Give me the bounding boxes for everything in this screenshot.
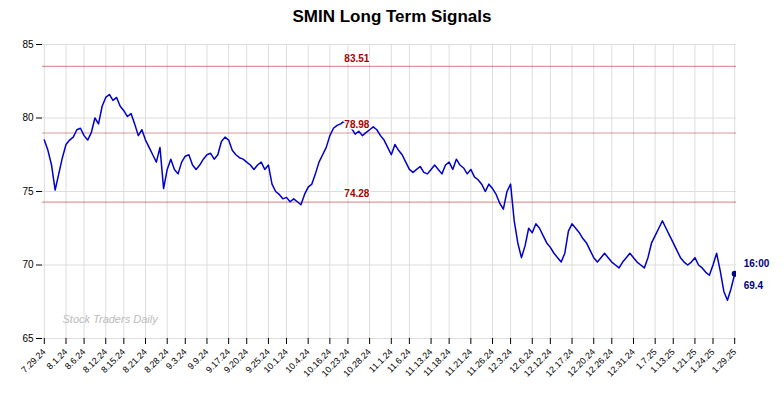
svg-text:83.51: 83.51 (344, 53, 369, 64)
svg-text:10.23.24: 10.23.24 (319, 346, 352, 379)
svg-text:12.6.24: 12.6.24 (507, 346, 536, 375)
svg-text:10.1.24: 10.1.24 (261, 346, 290, 375)
svg-text:65: 65 (22, 333, 34, 344)
svg-text:12.3.24: 12.3.24 (485, 346, 514, 375)
svg-text:11.13.24: 11.13.24 (403, 346, 435, 379)
svg-text:1.13.25: 1.13.25 (648, 346, 677, 375)
svg-text:10.4.24: 10.4.24 (283, 346, 312, 375)
svg-text:10.16.24: 10.16.24 (301, 346, 334, 379)
svg-text:11.21.24: 11.21.24 (442, 346, 475, 379)
svg-text:8.1.24: 8.1.24 (44, 346, 70, 372)
svg-text:8.21.24: 8.21.24 (120, 346, 149, 375)
svg-text:75: 75 (22, 186, 34, 197)
svg-text:10.28.24: 10.28.24 (341, 347, 373, 379)
svg-text:9.25.24: 9.25.24 (243, 346, 272, 375)
svg-text:9.20.24: 9.20.24 (221, 346, 251, 375)
svg-text:9.9.24: 9.9.24 (185, 346, 211, 372)
svg-text:1.21.25: 1.21.25 (670, 346, 699, 375)
svg-text:8.15.24: 8.15.24 (99, 346, 128, 375)
svg-text:12.12.24: 12.12.24 (521, 346, 554, 379)
svg-text:8.28.24: 8.28.24 (142, 346, 171, 375)
svg-text:8.12.24: 8.12.24 (80, 346, 110, 375)
svg-text:78.98: 78.98 (344, 119, 369, 130)
svg-text:12.20.24: 12.20.24 (565, 346, 598, 379)
svg-text:74.28: 74.28 (344, 188, 369, 199)
svg-text:12.31.24: 12.31.24 (605, 347, 637, 379)
svg-text:7.29.24: 7.29.24 (19, 347, 47, 375)
svg-text:11.6.24: 11.6.24 (385, 346, 413, 375)
svg-text:1.29.25: 1.29.25 (710, 347, 738, 375)
svg-text:11.1.24: 11.1.24 (366, 346, 395, 375)
svg-text:11.26.24: 11.26.24 (464, 346, 496, 379)
html-text:SMIN Long Term Signals: SMIN Long Term Signals (292, 7, 492, 26)
svg-text:80: 80 (22, 112, 34, 123)
svg-text:16:00: 16:00 (744, 258, 770, 269)
svg-text:1.24.25: 1.24.25 (688, 346, 717, 375)
svg-text:69.4: 69.4 (744, 280, 764, 291)
svg-text:11.18.24: 11.18.24 (421, 346, 453, 379)
svg-text:1.7.25: 1.7.25 (633, 346, 659, 372)
svg-text:9.3.24: 9.3.24 (164, 347, 189, 372)
svg-text:9.17.24: 9.17.24 (203, 346, 233, 375)
svg-text:12.17.24: 12.17.24 (543, 346, 576, 379)
svg-text:70: 70 (22, 259, 34, 270)
svg-text:85: 85 (22, 39, 34, 50)
svg-text:Stock Traders Daily: Stock Traders Daily (63, 313, 160, 325)
svg-text:8.6.24: 8.6.24 (62, 346, 88, 372)
svg-text:12.26.24: 12.26.24 (583, 346, 616, 379)
